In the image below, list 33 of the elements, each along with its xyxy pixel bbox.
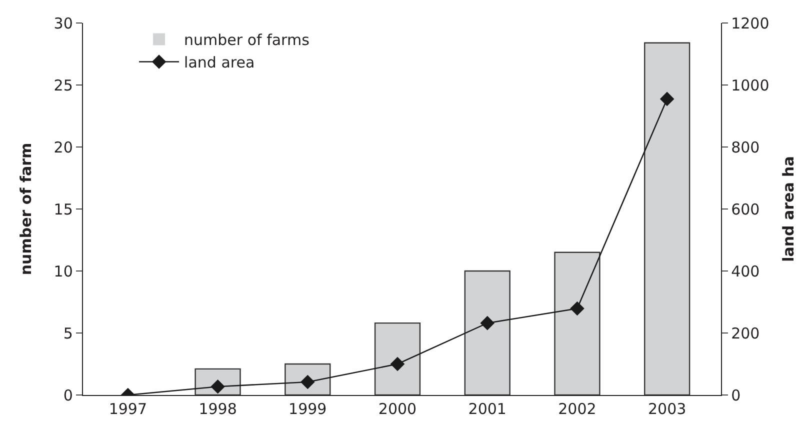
y2-tick-label: 400: [731, 262, 760, 280]
y-tick-label: 20: [54, 138, 73, 156]
x-tick-label: 2000: [378, 400, 417, 418]
y-tick-label: 25: [54, 76, 73, 94]
legend-label: number of farms: [184, 31, 310, 50]
x-tick-label: 2001: [468, 400, 506, 418]
point: [660, 92, 674, 106]
y2-tick-label: 1200: [731, 14, 770, 32]
y2-tick-label: 0: [731, 386, 741, 404]
point: [480, 316, 495, 330]
x-tick-label: 1998: [198, 400, 237, 418]
x-tick-label: 2003: [648, 400, 686, 418]
bar: [554, 252, 600, 395]
y-tick-label: 10: [54, 262, 73, 280]
point: [390, 356, 405, 372]
x-tick-label: 2002: [558, 400, 596, 418]
y-tick-label: 15: [54, 200, 73, 218]
y2-tick-label: 600: [731, 200, 760, 218]
y2-tick-label: 200: [731, 324, 760, 342]
bar: [374, 322, 421, 395]
y-tick-label: 5: [63, 324, 73, 342]
y-tick-label: 30: [54, 14, 73, 32]
y-axis-title: number of farm: [17, 142, 36, 276]
legend-label: land area: [184, 54, 255, 72]
bar: [464, 270, 510, 395]
x-tick-label: 1999: [288, 400, 327, 418]
bar: [644, 42, 690, 395]
x-tick-label: 1997: [108, 400, 148, 418]
y-tick-label: 0: [63, 386, 73, 404]
point: [570, 301, 584, 316]
y2-tick-label: 1000: [731, 76, 770, 94]
y2-tick-label: 800: [731, 138, 760, 156]
y2-axis-title: land area ha: [779, 156, 798, 262]
